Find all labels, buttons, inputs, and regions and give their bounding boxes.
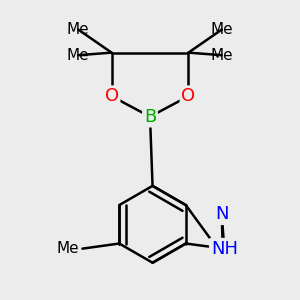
Text: Me: Me (67, 22, 90, 37)
Text: O: O (182, 87, 196, 105)
Text: Me: Me (210, 48, 233, 63)
Text: N: N (215, 205, 229, 223)
Text: Me: Me (67, 48, 90, 63)
Text: B: B (144, 108, 156, 126)
Text: Me: Me (210, 22, 233, 37)
Text: O: O (104, 87, 118, 105)
Text: Me: Me (57, 241, 79, 256)
Text: NH: NH (211, 240, 238, 258)
